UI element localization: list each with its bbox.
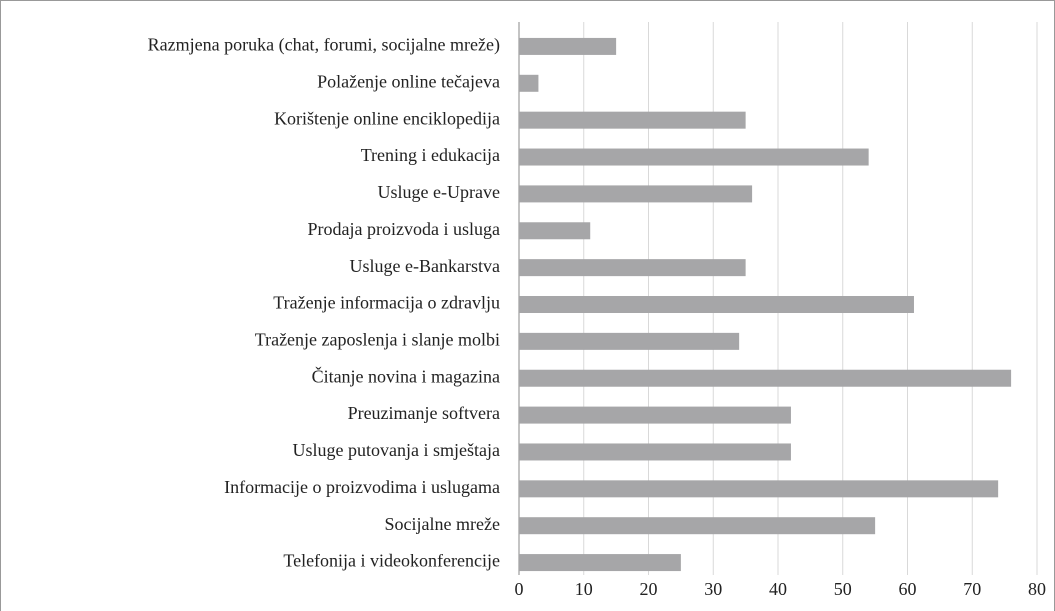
y-tick-label: Traženje informacija o zdravlju [273,293,500,313]
y-tick-label: Usluge e-Uprave [378,182,500,202]
bar [519,332,740,350]
y-tick-label: Traženje zaposlenja i slanje molbi [255,329,500,349]
x-tick-label: 60 [899,579,917,599]
bar [519,554,681,572]
y-tick-label: Informacije o proizvodima i uslugama [224,477,500,497]
x-tick-label: 50 [834,579,852,599]
bar [519,185,753,203]
y-tick-label: Preuzimanje softvera [348,403,500,423]
x-tick-label: 70 [963,579,981,599]
bar [519,111,746,129]
bar [519,369,1012,387]
y-tick-label: Usluge putovanja i smještaja [293,440,500,460]
bar [519,74,539,92]
bar [519,443,791,461]
bar [519,296,914,313]
x-tick-label: 40 [769,579,787,599]
x-tick-label: 30 [704,579,722,599]
y-tick-label: Polaženje online tečajeva [317,71,500,91]
bar [519,148,869,166]
bar [519,517,876,535]
bar [519,480,999,498]
bar [519,259,746,277]
y-tick-label: Usluge e-Bankarstva [350,256,500,276]
bar [519,222,591,240]
bar [519,37,617,55]
y-tick-label: Prodaja proizvoda i usluga [308,219,500,239]
y-tick-label: Korištenje online enciklopedija [274,108,500,128]
y-tick-label: Razmjena poruka (chat, forumi, socijalne… [148,35,500,56]
y-tick-label: Trening i edukacija [361,145,500,165]
y-tick-label: Čitanje novina i magazina [312,365,500,386]
bar [519,406,791,424]
y-tick-label: Socijalne mreže [385,514,500,534]
x-tick-label: 10 [575,579,593,599]
x-tick-label: 0 [515,579,524,599]
y-tick-label: Telefonija i videokonferencije [283,551,500,571]
x-tick-label: 20 [640,579,658,599]
x-tick-label: 80 [1028,579,1046,599]
